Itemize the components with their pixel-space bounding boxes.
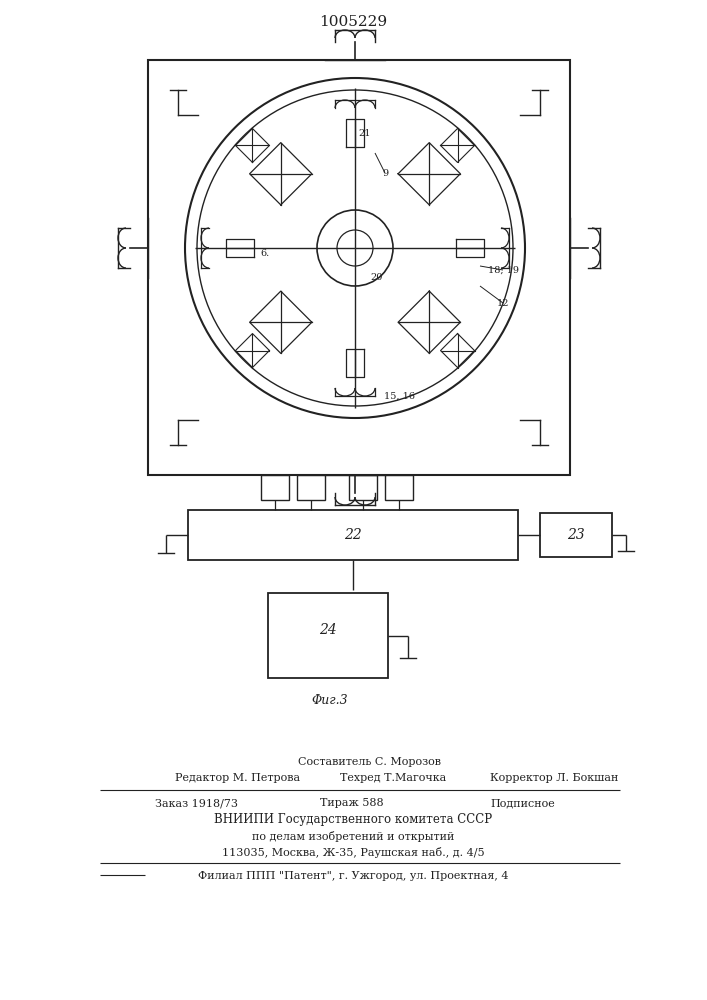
Bar [385, 475, 413, 500]
Text: по делам изобретений и открытий: по делам изобретений и открытий [252, 830, 454, 842]
Text: Корректор Л. Бокшан: Корректор Л. Бокшан [490, 773, 619, 783]
Text: Φиг.3: Φиг.3 [312, 694, 349, 706]
Text: 20: 20 [370, 273, 383, 282]
Text: 12: 12 [497, 298, 509, 308]
Bar [297, 475, 325, 500]
Bar [349, 475, 377, 500]
Text: ВНИИПИ Государственного комитета СССР: ВНИИПИ Государственного комитета СССР [214, 814, 492, 826]
Text: 18, 19: 18, 19 [488, 265, 518, 274]
Text: Тираж 588: Тираж 588 [320, 798, 384, 808]
Text: Заказ 1918/73: Заказ 1918/73 [155, 798, 238, 808]
Bar [261, 475, 289, 500]
Text: 21: 21 [358, 128, 371, 137]
Bar [188, 510, 518, 560]
Text: 1005229: 1005229 [319, 15, 387, 29]
Text: 22: 22 [344, 528, 362, 542]
Text: 6.: 6. [260, 248, 269, 257]
Text: Филиал ППП "Патент", г. Ужгород, ул. Проектная, 4: Филиал ППП "Патент", г. Ужгород, ул. Про… [198, 871, 508, 881]
Text: Подписное: Подписное [490, 798, 555, 808]
Text: Редактор М. Петрова: Редактор М. Петрова [175, 773, 300, 783]
Text: 15, 16: 15, 16 [385, 391, 416, 400]
Text: 23: 23 [567, 528, 585, 542]
Text: 113035, Москва, Ж-35, Раушская наб., д. 4/5: 113035, Москва, Ж-35, Раушская наб., д. … [222, 846, 484, 857]
Bar [540, 513, 612, 557]
Text: Составитель С. Морозов: Составитель С. Морозов [298, 757, 441, 767]
Bar [148, 60, 570, 475]
Text: Техред Т.Магочка: Техред Т.Магочка [340, 773, 446, 783]
Text: 24: 24 [319, 624, 337, 638]
Bar [268, 593, 388, 678]
Text: 9: 9 [382, 168, 388, 178]
